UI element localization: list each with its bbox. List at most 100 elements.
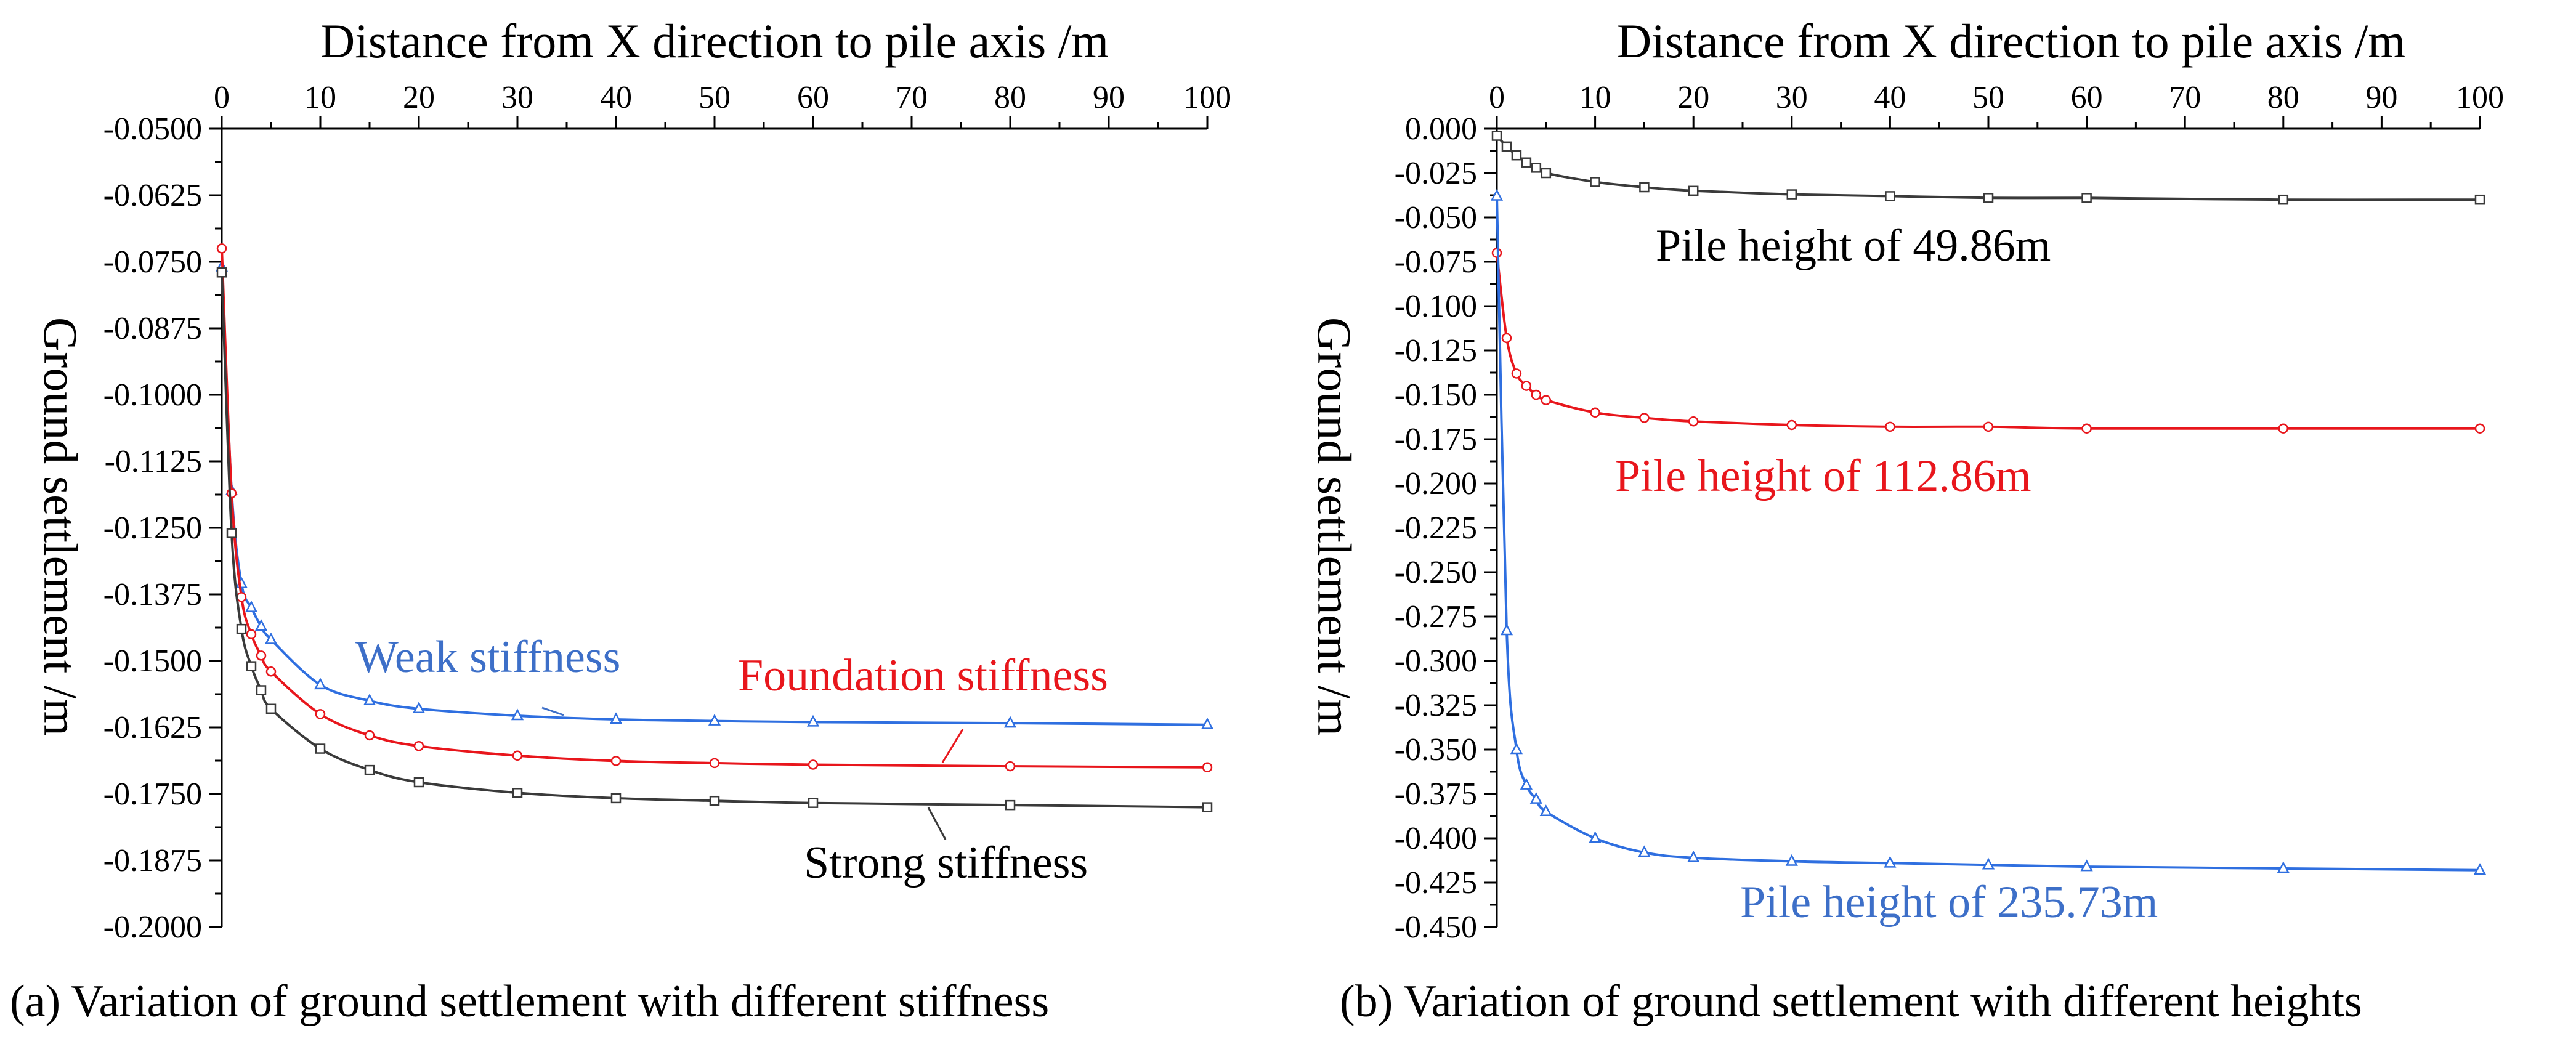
panel-b-series-pile-height-of-235-73m-point <box>1529 791 1542 804</box>
panel-b-x-tick-label: 50 <box>1972 80 2004 115</box>
panel-b-series-pile-height-of-49-86m-point <box>1491 131 1502 141</box>
panel-a-leader-weak <box>541 706 564 716</box>
panel-a-series-strong-stiffness-line <box>221 272 1208 809</box>
panel-b-series-pile-height-of-235-73m-point <box>1539 804 1552 817</box>
panel-a-x-tick-label: 90 <box>1093 80 1125 115</box>
panel-a-x-tick-label: 10 <box>304 80 336 115</box>
panel-b-series-pile-height-of-49-86m-point <box>2278 194 2289 205</box>
panel-a-x-tick-label: 80 <box>994 80 1026 115</box>
panel-a-annotation-weak: Weak stiffness <box>355 632 620 682</box>
panel-b-series-pile-height-of-49-86m-point <box>1541 168 1552 179</box>
panel-a-y-tick-label: -0.1125 <box>105 444 202 479</box>
panel-b-series-pile-height-of-235-73m-point <box>1884 856 1897 868</box>
panel-a-series-weak-stiffness-point <box>708 713 721 726</box>
panel-b-y-tick-label: -0.400 <box>1395 821 1477 856</box>
panel-b-y-tick-label: -0.125 <box>1395 333 1477 368</box>
panel-b-y-tick-label: -0.050 <box>1395 200 1477 235</box>
panel-b-series-pile-height-of-235-73m-point <box>1500 623 1513 636</box>
panel-a-x-tick-label: 0 <box>214 80 230 115</box>
panel-b-series-pile-height-of-49-86m-point <box>1521 157 1532 168</box>
panel-b-series-pile-height-of-49-86m-point <box>1531 163 1542 173</box>
panel-b-x-tick-label: 40 <box>1874 80 1906 115</box>
panel-b-series-pile-height-of-112-86m-point <box>1541 395 1552 405</box>
panel-a-y-tick-label: -0.1875 <box>103 843 202 878</box>
panel-b-y-tick-label: -0.200 <box>1395 466 1477 501</box>
panel-b-series-pile-height-of-49-86m-point <box>1511 150 1522 161</box>
panel-a-series-foundation-stiffness-point <box>246 629 257 640</box>
panel-a-x-tick-label: 20 <box>403 80 435 115</box>
panel-b-series-pile-height-of-49-86m-point <box>1786 189 1797 200</box>
panel-b-y-tick-label: -0.300 <box>1395 644 1477 679</box>
panel-b-series-pile-height-of-49-86m-point <box>2081 193 2092 203</box>
panel-b-series-pile-height-of-235-73m-point <box>1785 854 1798 866</box>
panel-a-series-weak-stiffness-point <box>412 702 426 714</box>
panel-a-series-strong-stiffness-point <box>265 703 277 714</box>
panel-b-series-pile-height-of-112-86m-point <box>1521 381 1532 391</box>
panel-a-series-weak-stiffness-line <box>221 267 1208 726</box>
panel-a-series-foundation-stiffness-point <box>512 750 523 761</box>
panel-b-series-pile-height-of-235-73m-point <box>2080 859 2093 872</box>
panel-b-series-pile-height-of-49-86m-point <box>1639 182 1650 193</box>
panel-b-series-pile-height-of-235-73m-point <box>2277 861 2290 873</box>
panel-a-series-foundation-stiffness-point <box>265 666 277 677</box>
panel-a-series-strong-stiffness-point <box>315 743 326 754</box>
panel-a-y-tick-label: -0.2000 <box>103 910 202 945</box>
panel-a-series-foundation-stiffness-point <box>1005 761 1016 772</box>
panel-a-series-weak-stiffness-point <box>1201 718 1214 729</box>
panel-b-series-pile-height-of-112-86m-point <box>1885 421 1895 432</box>
panel-a-series-weak-stiffness-point <box>264 632 278 644</box>
panel-b-y-tick-label: -0.450 <box>1395 910 1477 945</box>
panel-b-series-pile-height-of-49-86m-point <box>2474 194 2485 205</box>
panel-a-y-tick-label: -0.1000 <box>103 378 202 413</box>
panel-b-series-pile-height-of-235-73m-line <box>1496 196 2481 872</box>
panel-a-series-foundation-stiffness-point <box>709 758 720 769</box>
panel-a-x-tick-label: 30 <box>501 80 533 115</box>
panel-b-series-pile-height-of-235-73m-point <box>1638 845 1651 857</box>
panel-b-x-tick-label: 30 <box>1776 80 1808 115</box>
panel-b-x-tick-label: 90 <box>2365 80 2397 115</box>
panel-a-x-tick-label: 60 <box>797 80 829 115</box>
panel-a-series-strong-stiffness-point <box>364 764 375 775</box>
panel-a-y-tick-label: -0.0750 <box>103 245 202 280</box>
panel-b-x-tick-label: 60 <box>2071 80 2103 115</box>
panel-b-series-pile-height-of-235-73m-point <box>1510 742 1523 755</box>
panel-a-series-foundation-stiffness-point <box>216 243 227 254</box>
panel-b-series-pile-height-of-235-73m-point <box>1589 831 1602 843</box>
panel-b-x-tick-label: 20 <box>1677 80 1709 115</box>
panel-a-series-weak-stiffness-point <box>314 678 327 690</box>
panel-b-series-pile-height-of-112-86m-point <box>2278 423 2289 434</box>
panel-a-series-strong-stiffness-point <box>413 777 424 788</box>
panel-a-series-weak-stiffness-point <box>254 619 268 631</box>
panel-b-y-tick-label: -0.250 <box>1395 555 1477 590</box>
panel-a-series-foundation-stiffness-point <box>256 650 267 661</box>
panel-a-series-foundation-stiffness-point <box>413 740 424 751</box>
panel-b-y-axis-title: Ground settlement /m <box>1308 317 1361 736</box>
panel-a-series-foundation-stiffness-point <box>236 592 247 602</box>
panel-a-y-tick-label: -0.1625 <box>103 710 202 745</box>
panel-b-x-tick-label: 80 <box>2267 80 2299 115</box>
panel-a-series-strong-stiffness-point <box>1202 802 1213 812</box>
panel-b-series-pile-height-of-112-86m-point <box>1590 407 1600 418</box>
panel-b-annotation-49: Pile height of 49.86m <box>1656 221 2051 271</box>
panel-a-y-tick-label: -0.1500 <box>103 644 202 679</box>
panel-a-x-tick-label: 70 <box>896 80 928 115</box>
panel-b-series-pile-height-of-235-73m-point <box>1490 188 1504 201</box>
panel-b-x-axis-title: Distance from X direction to pile axis /… <box>1617 14 2405 68</box>
panel-b-series-pile-height-of-235-73m-point <box>1520 777 1533 790</box>
panel-b-caption: (b) Variation of ground settlement with … <box>1340 976 2362 1027</box>
panel-a-leader-strong <box>927 807 947 840</box>
panel-b-series-pile-height-of-235-73m-point <box>1982 857 1995 870</box>
panel-a-series-strong-stiffness-point <box>216 267 227 278</box>
panel-b-series-pile-height-of-112-86m-point <box>1983 421 1994 432</box>
panel-a-y-tick-label: -0.0875 <box>103 311 202 346</box>
panel-a-x-axis-title: Distance from X direction to pile axis /… <box>320 14 1109 68</box>
panel-b-series-pile-height-of-235-73m-point <box>1687 851 1700 862</box>
panel-b-series-pile-height-of-112-86m-point <box>1511 368 1522 379</box>
panel-b-series-pile-height-of-112-86m-point <box>1639 413 1650 423</box>
panel-b-y-tick-label: -0.225 <box>1395 511 1477 546</box>
panel-b-annotation-235: Pile height of 235.73m <box>1740 877 2158 928</box>
panel-b-y-tick-label: 0.000 <box>1405 111 1477 147</box>
panel-b-series-pile-height-of-112-86m-point <box>1786 419 1797 431</box>
panel-a-series-foundation-stiffness-line <box>221 248 1208 769</box>
